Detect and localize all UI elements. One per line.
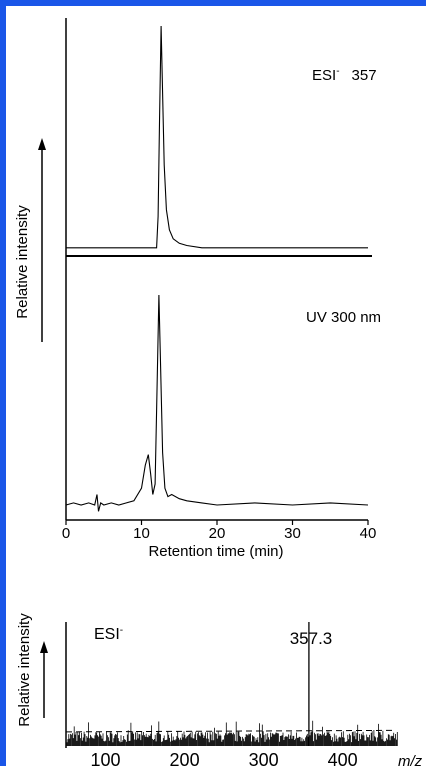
esi-357-label: ESI- 357 <box>312 66 377 84</box>
mz-tick-label: 200 <box>170 750 200 766</box>
mass-spectrum-panel: Relative intensity ESI- 357.3 100 200 300 4… <box>16 613 423 766</box>
spectrum-esi-label: ESI- <box>94 625 123 643</box>
spectrum-noise <box>66 721 397 746</box>
chromatogram-y-label: Relative intensity <box>14 205 31 319</box>
esi-357-trace <box>66 26 368 248</box>
mz-ticks: 100 200 300 400 <box>91 750 358 766</box>
mz-tick-label: 400 <box>328 750 358 766</box>
peak-mz-label: 357.3 <box>290 629 333 648</box>
spectrum-y-label: Relative intensity <box>16 613 33 727</box>
retention-tick-label: 30 <box>284 525 301 542</box>
spectrum-noise-bars <box>67 721 397 746</box>
retention-tick-label: 10 <box>133 525 150 542</box>
chromatogram-panel: Relative intensity ESI- 357 UV 300 nm 0 10… <box>14 18 381 560</box>
mz-tick-label: 100 <box>91 750 121 766</box>
uv-300-trace <box>66 295 368 511</box>
retention-time-ticks: 0 10 20 30 40 <box>62 520 377 542</box>
retention-tick-label: 0 <box>62 525 70 542</box>
chromatogram-x-label: Retention time (min) <box>148 543 283 560</box>
intensity-arrow-head <box>38 138 46 150</box>
mz-unit-label: m/z <box>398 753 423 766</box>
mz-tick-label: 300 <box>249 750 279 766</box>
retention-tick-label: 20 <box>209 525 226 542</box>
spectrum-arrow-head <box>40 641 48 653</box>
retention-tick-label: 40 <box>360 525 377 542</box>
uv-300-label: UV 300 nm <box>306 309 381 326</box>
